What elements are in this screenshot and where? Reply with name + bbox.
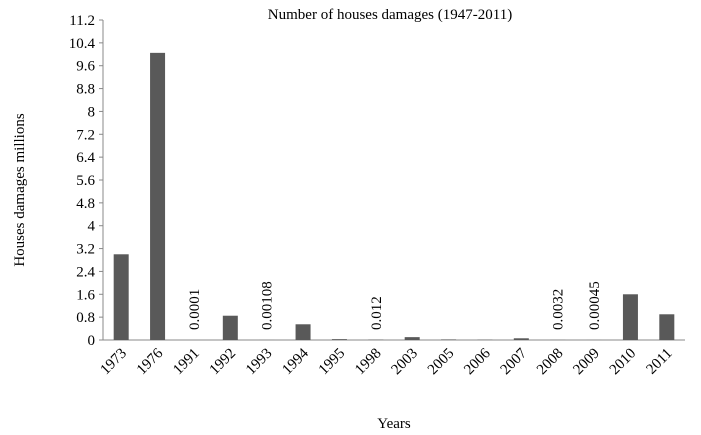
y-tick-label: 8.8 (76, 82, 95, 98)
y-tick-label: 0.8 (76, 310, 95, 326)
data-label: 0.00045 (587, 281, 603, 330)
x-tick-label: 2008 (534, 346, 567, 379)
x-tick-label: 1976 (134, 345, 167, 378)
bar (404, 337, 420, 340)
y-tick-label: 11.2 (69, 13, 95, 29)
data-label: 0.00108 (260, 281, 276, 330)
x-tick-label: 1992 (207, 346, 240, 379)
x-tick-label: 2006 (461, 345, 494, 378)
bar (659, 314, 675, 340)
y-tick-label: 10.4 (69, 36, 96, 52)
x-tick-label: 1991 (170, 346, 203, 379)
y-tick-label: 3.2 (76, 242, 95, 258)
chart-title: Number of houses damages (1947-2011) (268, 7, 512, 23)
y-tick-label: 2.4 (76, 264, 95, 280)
y-tick-label: 5.6 (76, 173, 95, 189)
x-tick-label: 2009 (570, 346, 603, 379)
bar (513, 338, 529, 340)
y-tick-label: 1.6 (76, 287, 95, 303)
y-tick-label: 4.8 (76, 196, 95, 212)
y-tick-label: 6.4 (76, 150, 95, 166)
bar (222, 315, 238, 340)
x-axis-label: Years (377, 416, 411, 432)
y-axis-label: Houses damages millions (12, 113, 28, 266)
bar (150, 52, 166, 340)
bar (113, 254, 129, 340)
bar (622, 294, 638, 340)
bar (331, 339, 347, 340)
x-tick-label: 2011 (644, 346, 676, 378)
x-tick-label: 2010 (607, 346, 640, 379)
x-tick-label: 1995 (316, 346, 349, 379)
x-tick-label: 2005 (425, 346, 458, 379)
y-tick-label: 7.2 (76, 127, 95, 143)
y-tick-label: 0 (88, 333, 96, 349)
x-tick-label: 1994 (279, 345, 312, 378)
x-tick-label: 1998 (352, 346, 385, 379)
y-tick-label: 9.6 (76, 59, 95, 75)
x-tick-label: 2007 (498, 345, 531, 378)
data-label: 0.0001 (187, 289, 203, 330)
bar (441, 339, 457, 340)
bar (295, 324, 311, 340)
y-tick-label: 4 (88, 219, 96, 235)
x-tick-label: 1993 (243, 346, 276, 379)
x-tick-label: 1973 (97, 346, 130, 379)
data-label: 0.0032 (551, 289, 567, 330)
x-tick-label: 2003 (388, 346, 421, 379)
y-tick-label: 8 (88, 104, 96, 120)
data-label: 0.012 (369, 296, 385, 330)
